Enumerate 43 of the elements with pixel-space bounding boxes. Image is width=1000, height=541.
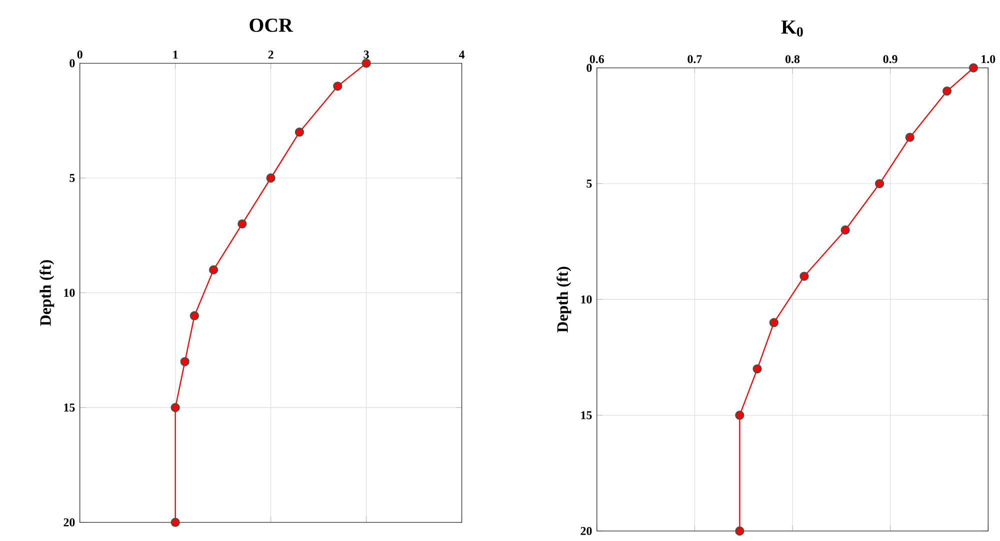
x-tick-label: 0.7 xyxy=(688,55,702,64)
point xyxy=(362,58,371,68)
y-tick-label: 20 xyxy=(64,518,75,526)
x-tick-label: 1.0 xyxy=(982,55,996,64)
point xyxy=(180,357,190,366)
x-tick-label: 2 xyxy=(268,50,274,59)
point xyxy=(208,265,218,274)
point xyxy=(170,403,180,412)
y-tick-label: 5 xyxy=(586,180,592,188)
y-tick-label: 0 xyxy=(586,64,592,72)
y-axis-title: Depth (ft) xyxy=(40,260,54,326)
y-tick-label: 15 xyxy=(64,404,75,412)
point xyxy=(840,225,850,235)
y-tick-label: 10 xyxy=(64,288,75,297)
y-tick-label: 10 xyxy=(581,295,592,304)
x-tick-label: 4 xyxy=(458,50,465,59)
point xyxy=(266,173,276,183)
chart-title: K$_{0}$ xyxy=(781,20,803,37)
x-tick-label: 0.9 xyxy=(883,55,898,64)
point xyxy=(735,526,744,536)
x-tick-label: 1 xyxy=(173,50,178,59)
point xyxy=(968,63,978,72)
y-axis-title: Depth (ft) xyxy=(556,266,572,333)
y-tick-label: 5 xyxy=(70,174,75,182)
point xyxy=(333,82,342,91)
point xyxy=(735,410,744,420)
x-tick-label: 0.8 xyxy=(786,55,800,64)
y-tick-label: 20 xyxy=(580,526,592,536)
y-tick-label: 15 xyxy=(581,411,592,420)
point xyxy=(769,318,778,328)
x-tick-label: 3 xyxy=(364,50,369,59)
point xyxy=(800,272,809,281)
x-tick-label: 0.6 xyxy=(590,55,604,64)
chart-title: OCR xyxy=(250,18,294,32)
point xyxy=(874,179,884,188)
point xyxy=(170,518,180,527)
point xyxy=(294,128,304,137)
point xyxy=(238,219,247,229)
point xyxy=(905,132,914,142)
point xyxy=(752,364,762,374)
x-tick-label: 0 xyxy=(77,50,82,59)
point xyxy=(190,311,200,320)
point xyxy=(942,86,952,96)
